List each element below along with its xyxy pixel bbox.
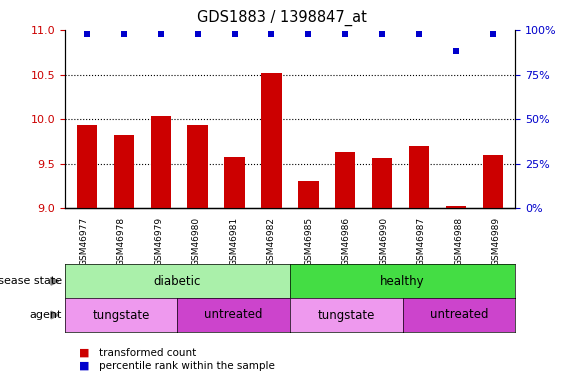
Text: GSM46980: GSM46980 — [191, 217, 200, 266]
Text: GSM46979: GSM46979 — [154, 217, 163, 266]
Text: agent: agent — [29, 310, 62, 320]
Text: GSM46982: GSM46982 — [267, 217, 276, 266]
Text: GSM46987: GSM46987 — [417, 217, 426, 266]
Bar — [372, 158, 392, 208]
Bar — [483, 155, 503, 208]
Text: diabetic: diabetic — [154, 275, 201, 288]
Text: tungstate: tungstate — [92, 309, 150, 321]
Bar — [114, 135, 134, 208]
Bar — [77, 125, 97, 208]
Bar — [409, 146, 430, 208]
Text: GSM46977: GSM46977 — [79, 217, 88, 266]
Text: disease state: disease state — [0, 276, 62, 286]
Bar — [150, 116, 171, 208]
Bar — [225, 158, 245, 208]
Text: untreated: untreated — [430, 309, 488, 321]
Bar — [446, 206, 466, 208]
Text: GDS1883 / 1398847_at: GDS1883 / 1398847_at — [196, 9, 367, 26]
Text: transformed count: transformed count — [99, 348, 196, 357]
Text: GSM46985: GSM46985 — [304, 217, 313, 266]
Text: GSM46981: GSM46981 — [229, 217, 238, 266]
Text: GSM46988: GSM46988 — [454, 217, 463, 266]
Text: GSM46990: GSM46990 — [379, 217, 388, 266]
Text: ■: ■ — [79, 348, 90, 357]
Text: GSM46989: GSM46989 — [492, 217, 501, 266]
Text: GSM46986: GSM46986 — [342, 217, 351, 266]
Text: GSM46978: GSM46978 — [117, 217, 126, 266]
Text: healthy: healthy — [380, 275, 425, 288]
Text: tungstate: tungstate — [318, 309, 375, 321]
Text: percentile rank within the sample: percentile rank within the sample — [99, 361, 274, 370]
Bar — [187, 125, 208, 208]
Text: untreated: untreated — [204, 309, 263, 321]
Bar — [261, 73, 282, 208]
Bar — [298, 180, 319, 208]
Bar — [335, 152, 355, 208]
Text: ■: ■ — [79, 361, 90, 370]
